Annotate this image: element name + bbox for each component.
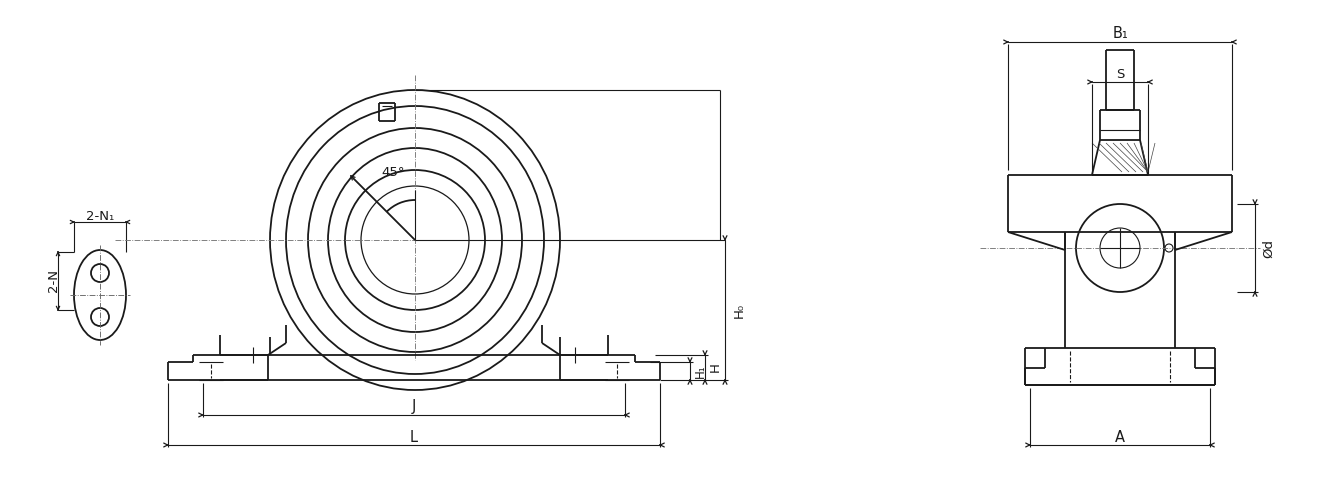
Text: L: L <box>410 429 418 445</box>
Text: H₁: H₁ <box>694 364 707 378</box>
Text: Ød: Ød <box>1262 238 1275 258</box>
Text: 2-N: 2-N <box>47 269 60 291</box>
Text: J: J <box>412 400 416 414</box>
Text: H: H <box>708 362 722 372</box>
Text: B₁: B₁ <box>1113 27 1127 41</box>
Text: 45°: 45° <box>382 165 404 178</box>
Text: H₀: H₀ <box>732 302 746 318</box>
Text: A: A <box>1115 429 1125 445</box>
Text: S: S <box>1115 68 1125 81</box>
Text: 2-N₁: 2-N₁ <box>85 211 115 223</box>
